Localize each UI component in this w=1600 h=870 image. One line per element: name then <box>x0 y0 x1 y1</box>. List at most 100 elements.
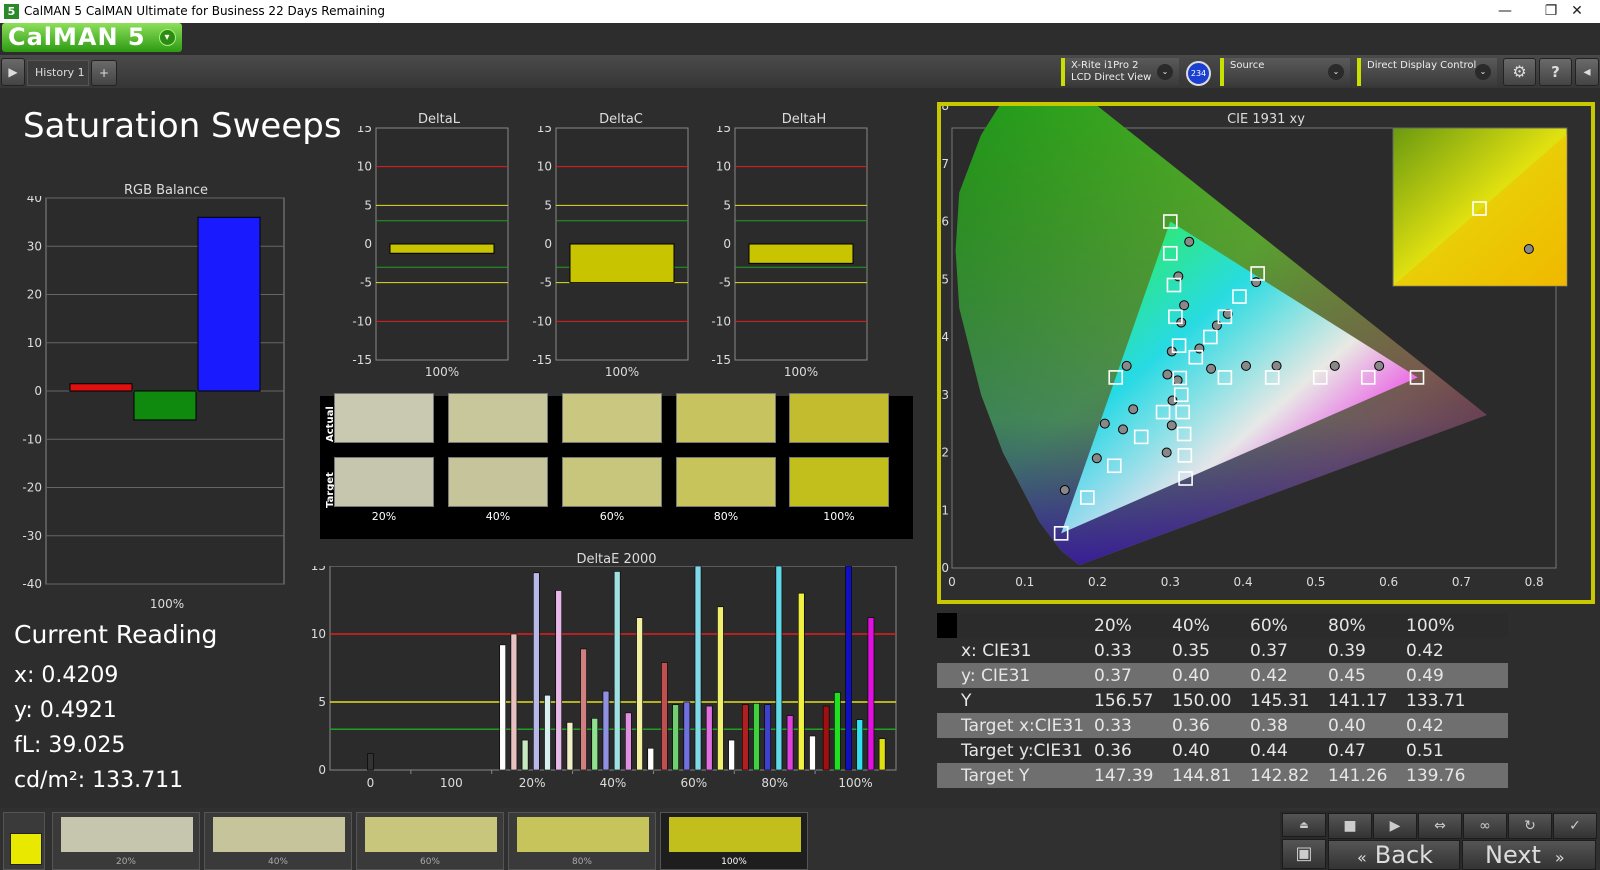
deltae-bar <box>683 701 691 771</box>
y-tick-label: 10 <box>716 160 731 174</box>
play-icon[interactable]: ▶ <box>1 58 25 86</box>
chevron-down-icon[interactable]: ⌄ <box>1157 64 1173 80</box>
display-control-selector[interactable]: Direct Display Control ⌄ <box>1357 58 1497 86</box>
check-icon[interactable]: ✓ <box>1553 813 1597 839</box>
x-tick-label: 80% <box>761 776 788 790</box>
target-point <box>1172 370 1188 386</box>
meter-selector[interactable]: X-Rite i1Pro 2 LCD Direct View ⌄ <box>1061 58 1179 86</box>
deltae-bar <box>533 572 540 771</box>
measured-point <box>1374 360 1385 371</box>
minimize-button[interactable]: — <box>1498 3 1512 19</box>
target-point <box>1178 471 1193 486</box>
restore-button[interactable]: ❐ <box>1544 3 1558 19</box>
deltae-bar <box>694 566 702 771</box>
table-cell: 0.49 <box>1406 665 1444 686</box>
meter-badge[interactable]: 234 <box>1186 61 1211 86</box>
add-tab-button[interactable]: + <box>91 60 117 86</box>
table-cell: 141.26 <box>1328 765 1388 786</box>
target-point <box>1053 526 1069 541</box>
deltae-bar <box>544 694 551 771</box>
y-tick-label: 0.7 <box>941 157 949 171</box>
measured-point <box>1251 277 1262 288</box>
patch-thumb-2[interactable]: 40% <box>204 812 352 870</box>
patch-thumb-1[interactable]: 20% <box>52 812 200 870</box>
table-header-cell: 80% <box>1328 615 1366 636</box>
collapse-icon[interactable]: ◂ <box>1575 58 1599 86</box>
target-point <box>1312 370 1328 385</box>
target-point <box>1250 266 1265 281</box>
table-cell: 0.40 <box>1328 715 1366 736</box>
color-swatch-panel: Actual Target 20% 40% 60% 80% 100% <box>320 393 913 539</box>
chevron-down-icon[interactable]: ▾ <box>159 29 176 46</box>
target-point <box>1155 404 1171 420</box>
rgb-balance-chart: 40 30 20 10 0 -10 -20 -30 -40 100% <box>22 196 285 611</box>
patch-thumb-4[interactable]: 80% <box>508 812 656 870</box>
current-patch-thumb[interactable] <box>3 812 45 870</box>
rgb-bar <box>69 383 133 392</box>
table-header-cell: 20% <box>1094 615 1132 636</box>
deltah-title: DeltaH <box>781 112 827 127</box>
close-button[interactable]: ✕ <box>1571 3 1583 19</box>
target-point <box>1166 277 1182 293</box>
x-tick-label: 60% <box>681 776 708 790</box>
table-cell: 0.36 <box>1094 740 1132 761</box>
delta-charts: 15 10 5 0 -5 -10 -15 100% 15 10 5 0 -5 -10 -15 100% 15 10… <box>352 126 868 379</box>
table-row: Target y:CIE31 0.36 0.40 0.44 0.47 0.51 <box>937 738 1508 763</box>
play-icon[interactable]: ▶ <box>1373 813 1417 839</box>
measured-point <box>1173 271 1184 282</box>
chevron-down-icon[interactable]: ⌄ <box>1328 64 1344 80</box>
eject-icon[interactable]: ⏏ <box>1282 813 1326 837</box>
y-tick-label: -10 <box>352 314 372 328</box>
help-icon[interactable]: ? <box>1539 58 1572 86</box>
tab-history-1[interactable]: History 1 <box>27 60 89 86</box>
swatch-actual <box>789 393 889 443</box>
cie-title: CIE 1931 xy <box>1227 112 1305 127</box>
x-tick-label: 0.5 <box>1306 575 1325 589</box>
stop-icon[interactable]: ▣ <box>1282 839 1326 869</box>
deltae-title: DeltaE 2000 <box>576 552 657 567</box>
target-point <box>1106 458 1122 474</box>
deltae-bar <box>867 617 875 771</box>
patch-thumb-5[interactable]: 100% <box>660 812 808 870</box>
table-row-label: Target Y <box>961 765 1030 786</box>
y-tick-label: 0.6 <box>941 215 949 229</box>
back-button[interactable]: « Back <box>1328 840 1460 870</box>
y-tick-label: 20 <box>27 288 42 302</box>
deltae-bar <box>856 719 864 771</box>
target-point <box>1188 349 1204 365</box>
table-cell: 0.37 <box>1094 665 1132 686</box>
deltae-bar <box>741 704 749 771</box>
measure-icon[interactable]: ⇔ <box>1418 813 1462 839</box>
patch-thumb-color <box>213 817 345 852</box>
deltae-bar <box>775 566 783 771</box>
source-selector[interactable]: Source ⌄ <box>1220 58 1350 86</box>
y-tick-label: 0 <box>941 561 949 575</box>
loop-icon[interactable]: ∞ <box>1463 813 1507 839</box>
stop-icon[interactable]: ■ <box>1328 813 1372 839</box>
y-tick-label: 5 <box>723 198 731 212</box>
measured-point <box>1162 369 1173 380</box>
target-point <box>1080 490 1095 505</box>
target-point <box>1175 404 1190 420</box>
meter-name: X-Rite i1Pro 2 <box>1071 60 1139 71</box>
table-cell: 0.44 <box>1250 740 1288 761</box>
deltae-bar <box>591 718 599 771</box>
measured-point <box>1121 360 1132 371</box>
target-point <box>1360 370 1376 385</box>
meter-mode: LCD Direct View <box>1071 72 1152 83</box>
refresh-icon[interactable]: ↻ <box>1508 813 1552 839</box>
patch-thumb-3[interactable]: 60% <box>356 812 504 870</box>
calman-logo-menu[interactable]: CalMAN 5 ▾ <box>2 23 182 52</box>
y-tick-label: -5 <box>360 276 372 290</box>
x-tick-label: 0.3 <box>1161 575 1180 589</box>
table-cell: 144.81 <box>1172 765 1232 786</box>
x-tick-label: 0.2 <box>1088 575 1107 589</box>
inset-target-point <box>1472 201 1487 216</box>
settings-gear-icon[interactable]: ⚙ <box>1503 58 1536 86</box>
chevron-down-icon[interactable]: ⌄ <box>1475 64 1491 80</box>
inset-measured-point <box>1523 244 1534 254</box>
x-tick-label: 100% <box>784 365 818 379</box>
reading-fl: fL: 39.025 <box>14 733 126 758</box>
y-tick-label: 15 <box>537 126 552 135</box>
next-button[interactable]: Next » <box>1462 840 1596 870</box>
